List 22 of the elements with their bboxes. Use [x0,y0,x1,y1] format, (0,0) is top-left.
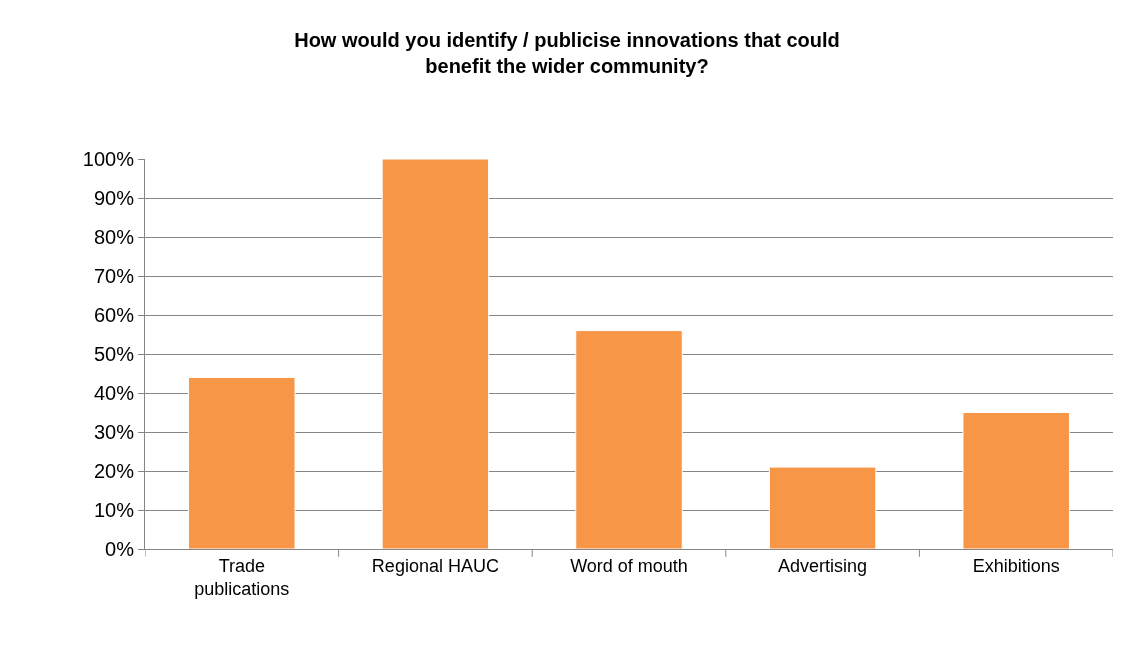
x-tick-label: Trade publications [194,555,290,599]
y-tick-label: 70% [93,265,135,287]
x-tick-label: Regional HAUC [371,555,499,576]
y-tick-label: 20% [93,460,135,482]
y-tick-label: 60% [93,304,135,326]
x-tick-label: Word of mouth [570,555,688,576]
bar [381,159,490,549]
y-tick-label: 50% [93,343,135,365]
y-tick-label: 10% [93,499,135,521]
y-tick-label: 30% [93,421,135,443]
y-tick-label: 80% [93,226,135,248]
y-tick-label: 0% [105,538,135,560]
x-tick-label: Advertising [778,555,868,576]
bar [768,466,877,549]
chart-title: How would you identify / publicise innovations that could benefit the wider community? [294,28,840,77]
bar [962,412,1070,549]
y-tick-label: 90% [93,187,135,209]
y-tick-label: 40% [93,382,135,404]
bar [188,376,296,549]
y-tick-label: 100% [82,148,135,170]
bar [575,330,683,549]
x-tick-label: Exhibitions [972,555,1060,576]
